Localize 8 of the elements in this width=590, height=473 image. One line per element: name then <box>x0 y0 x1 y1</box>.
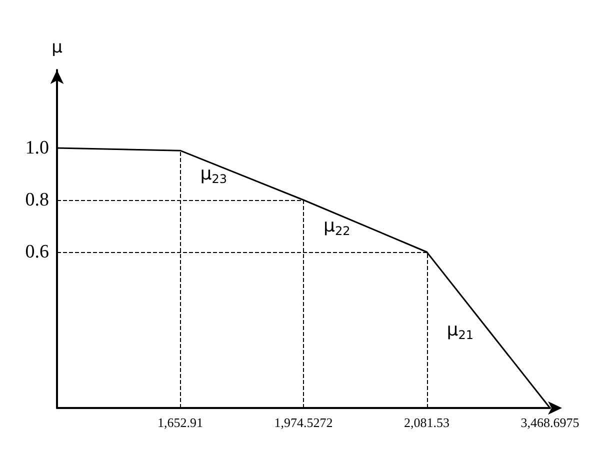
x-tick-label: 1,974.5272 <box>274 415 333 430</box>
x-tick-label: 1,652.91 <box>158 415 203 430</box>
y-tick-label: 0.8 <box>25 190 49 210</box>
x-tick-label: 3,468.6975 <box>520 415 580 430</box>
y-tick-label: 1.0 <box>25 138 49 158</box>
y-tick-label: 0.6 <box>25 242 49 262</box>
x-tick-label: 2,081.53 <box>404 415 450 430</box>
y-axis-title: μ <box>52 38 63 58</box>
